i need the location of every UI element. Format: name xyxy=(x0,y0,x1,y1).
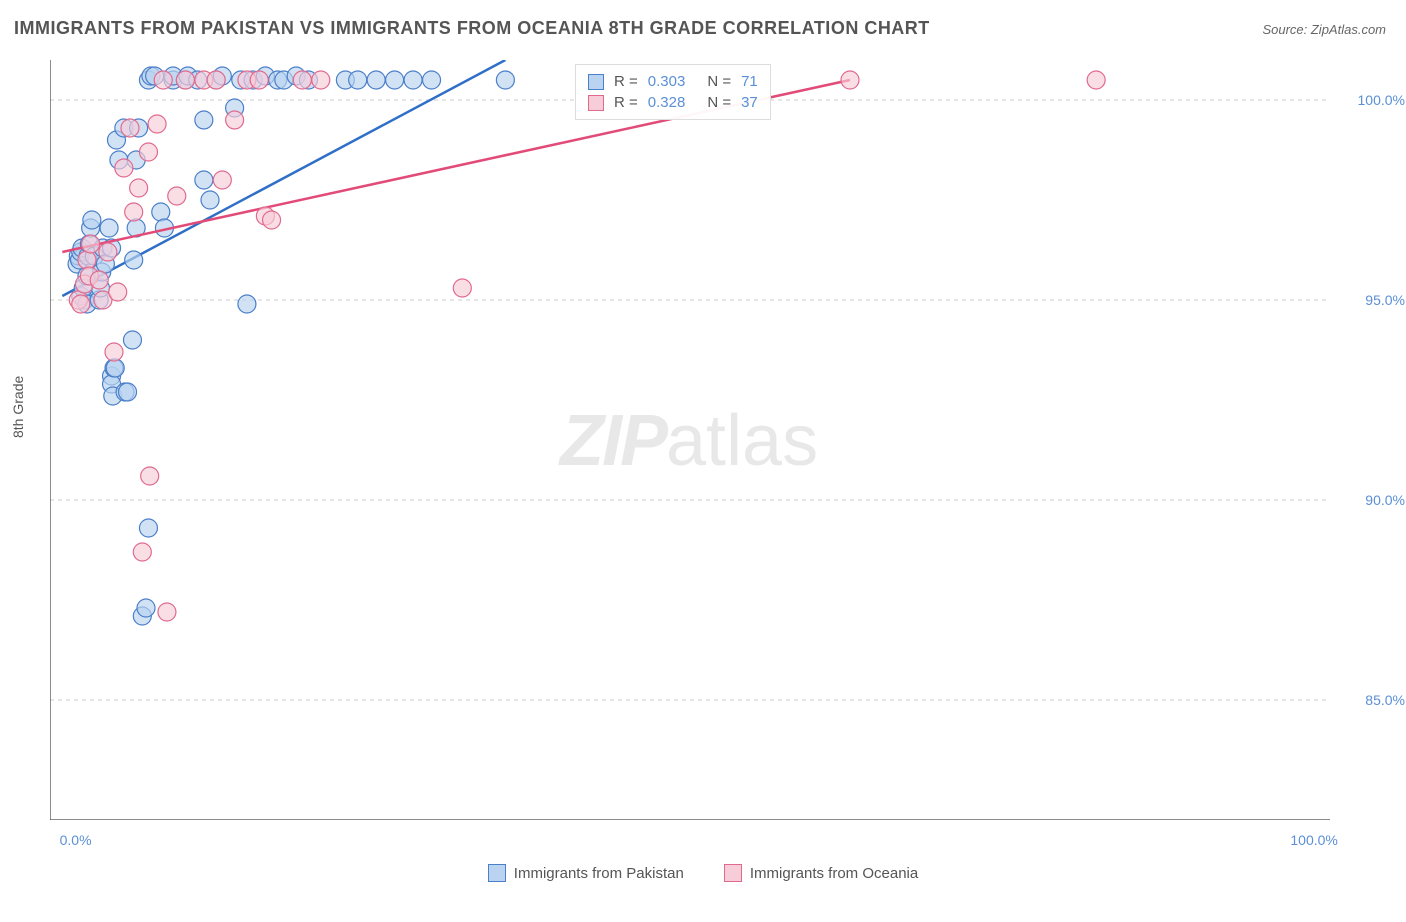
scatter-point xyxy=(121,119,139,137)
scatter-point xyxy=(367,71,385,89)
y-tick-label: 90.0% xyxy=(1365,492,1405,508)
scatter-point xyxy=(106,359,124,377)
stats-legend: R = 0.303 N = 71 R = 0.328 N = 37 xyxy=(575,64,771,120)
scatter-point xyxy=(148,115,166,133)
bottom-legend: Immigrants from Pakistan Immigrants from … xyxy=(0,864,1406,882)
scatter-point xyxy=(496,71,514,89)
scatter-point xyxy=(213,171,231,189)
scatter-point xyxy=(226,111,244,129)
legend-swatch-icon xyxy=(724,864,742,882)
scatter-point xyxy=(176,71,194,89)
scatter-point xyxy=(453,279,471,297)
scatter-point xyxy=(195,171,213,189)
scatter-point xyxy=(119,383,137,401)
scatter-point xyxy=(349,71,367,89)
scatter-point xyxy=(125,203,143,221)
stat-n-value: 71 xyxy=(741,73,758,90)
scatter-point xyxy=(115,159,133,177)
scatter-point xyxy=(82,235,100,253)
stat-r-value: 0.303 xyxy=(648,73,686,90)
legend-swatch-icon xyxy=(488,864,506,882)
scatter-point xyxy=(100,219,118,237)
scatter-point xyxy=(137,599,155,617)
scatter-point xyxy=(78,251,96,269)
scatter-point xyxy=(423,71,441,89)
scatter-point xyxy=(1087,71,1105,89)
y-tick-label: 95.0% xyxy=(1365,292,1405,308)
scatter-point xyxy=(195,111,213,129)
scatter-point xyxy=(238,295,256,313)
stat-r-label: R = xyxy=(614,73,638,90)
stat-n-value: 37 xyxy=(741,94,758,111)
y-axis-label: 8th Grade xyxy=(10,376,26,438)
scatter-point xyxy=(154,71,172,89)
stats-row: R = 0.303 N = 71 xyxy=(588,71,758,92)
y-tick-label: 85.0% xyxy=(1365,692,1405,708)
scatter-point xyxy=(158,603,176,621)
scatter-point xyxy=(125,251,143,269)
y-tick-label: 100.0% xyxy=(1358,92,1405,108)
stat-r-label: R = xyxy=(614,94,638,111)
scatter-point xyxy=(207,71,225,89)
x-tick-label: 0.0% xyxy=(60,832,92,922)
scatter-point xyxy=(130,179,148,197)
scatter-point xyxy=(141,467,159,485)
scatter-point xyxy=(123,331,141,349)
scatter-point xyxy=(386,71,404,89)
scatter-point xyxy=(90,271,108,289)
scatter-point xyxy=(404,71,422,89)
scatter-point xyxy=(841,71,859,89)
scatter-point xyxy=(312,71,330,89)
legend-label: Immigrants from Oceania xyxy=(750,865,918,882)
legend-label: Immigrants from Pakistan xyxy=(514,865,684,882)
legend-swatch-icon xyxy=(588,74,604,90)
scatter-point xyxy=(109,283,127,301)
stats-row: R = 0.328 N = 37 xyxy=(588,92,758,113)
scatter-point xyxy=(152,203,170,221)
stat-n-label: N = xyxy=(707,73,731,90)
x-tick-label: 100.0% xyxy=(1290,832,1337,922)
scatter-point xyxy=(72,295,90,313)
scatter-point xyxy=(83,211,101,229)
scatter-point xyxy=(133,543,151,561)
scatter-point xyxy=(250,71,268,89)
legend-item: Immigrants from Oceania xyxy=(724,864,918,882)
scatter-point xyxy=(263,211,281,229)
stat-n-label: N = xyxy=(707,94,731,111)
stat-r-value: 0.328 xyxy=(648,94,686,111)
scatter-point xyxy=(139,519,157,537)
source-attribution: Source: ZipAtlas.com xyxy=(1262,22,1386,37)
scatter-point xyxy=(99,243,117,261)
scatter-point xyxy=(139,143,157,161)
scatter-point xyxy=(105,343,123,361)
chart-title: IMMIGRANTS FROM PAKISTAN VS IMMIGRANTS F… xyxy=(14,18,930,39)
scatter-point xyxy=(168,187,186,205)
legend-swatch-icon xyxy=(588,95,604,111)
scatter-point xyxy=(201,191,219,209)
scatter-chart xyxy=(50,60,1330,820)
legend-item: Immigrants from Pakistan xyxy=(488,864,684,882)
scatter-point xyxy=(293,71,311,89)
